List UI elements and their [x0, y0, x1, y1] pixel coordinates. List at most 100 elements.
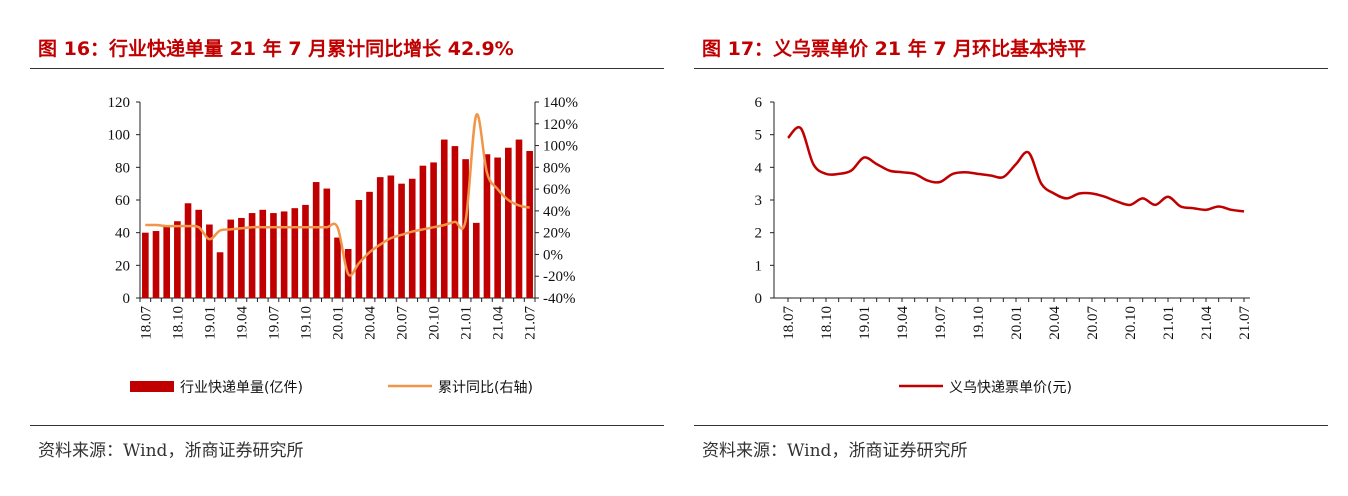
left-chart: 0 20 40 60 80 100 120 -40% -20% 0% 20% 40% 60% 80% 100… — [108, 95, 579, 396]
right-chart: 0 1 2 3 4 5 6 18.07 18.10 19.01 19.04 19.07 19.10 20.… — [755, 95, 1254, 396]
volume-bar — [334, 237, 341, 298]
left-panel: 图 16：行业快递单量 21 年 7 月累计同比增长 42.9% 0 20 40 60… — [30, 0, 664, 496]
right-y-tick-label: 40% — [543, 204, 571, 220]
legend-line-label: 义乌快递票单价(元) — [949, 380, 1072, 396]
right-y-tick-label: 100% — [543, 139, 578, 155]
left-y-tick-label: 80 — [115, 160, 130, 176]
volume-bar — [408, 178, 416, 298]
volume-bar — [526, 151, 533, 298]
volume-bar — [312, 182, 320, 298]
y-tick-label: 0 — [755, 291, 763, 307]
left-source-note: 资料来源：Wind，浙商证券研究所 — [38, 441, 304, 461]
right-y-tick-label: 140% — [543, 95, 578, 111]
right-y-tick-label: -20% — [543, 269, 576, 285]
volume-bar — [302, 204, 309, 298]
x-tick-label: 19.10 — [971, 306, 987, 340]
x-tick-label: 21.04 — [1199, 306, 1215, 340]
volume-bar — [184, 203, 192, 298]
cumulative-yoy-line — [145, 113, 530, 277]
right-chart-title: 图 17：义乌票单价 21 年 7 月环比基本持平 — [702, 38, 1087, 60]
right-y-tick-label: 80% — [543, 160, 571, 176]
volume-bar — [505, 147, 512, 298]
x-tick-label: 20.01 — [1009, 306, 1025, 340]
volume-bar — [472, 222, 480, 298]
volume-bar — [494, 157, 501, 298]
left-y-tick-label: 40 — [115, 226, 130, 242]
left-y-tick-label: 60 — [115, 193, 130, 209]
volume-bar — [142, 232, 149, 298]
x-tick-label: 21.07 — [1237, 306, 1253, 340]
volume-bar — [163, 226, 170, 298]
volume-bar — [238, 217, 245, 298]
y-tick-label: 1 — [755, 258, 763, 274]
volume-bar — [227, 219, 235, 298]
x-tick-label: 18.10 — [170, 306, 186, 340]
volume-bar — [216, 252, 224, 298]
volume-bar — [323, 188, 331, 298]
x-tick-label: 18.07 — [781, 306, 797, 340]
x-tick-label: 18.10 — [819, 306, 835, 340]
left-y-tick-label: 120 — [108, 95, 131, 111]
x-tick-label: 19.07 — [266, 306, 282, 340]
volume-bar — [195, 209, 203, 298]
x-tick-label: 19.01 — [857, 306, 873, 340]
y-tick-label: 3 — [755, 193, 763, 209]
right-y-tick-label: 120% — [543, 117, 578, 133]
volume-bar — [376, 177, 384, 298]
right-top-rule — [694, 68, 1328, 69]
x-tick-label: 19.04 — [234, 306, 250, 340]
right-y-tick-label: 60% — [543, 182, 571, 198]
right-panel: 图 17：义乌票单价 21 年 7 月环比基本持平 0 1 2 3 4 5 6 18.07 18… — [694, 0, 1328, 496]
x-tick-label: 20.01 — [331, 306, 347, 340]
volume-bar — [259, 209, 267, 298]
x-tick-label: 21.01 — [1161, 306, 1177, 340]
volume-bar — [366, 191, 373, 298]
y-tick-label: 4 — [755, 160, 763, 176]
volume-bar — [355, 200, 363, 298]
x-tick-label: 20.07 — [1085, 306, 1101, 340]
x-tick-label: 20.04 — [363, 306, 379, 340]
y-tick-label: 2 — [755, 226, 763, 242]
volume-bar — [280, 211, 288, 298]
volume-bar — [430, 162, 437, 298]
volume-bar — [440, 139, 448, 298]
right-y-tick-label: 0% — [543, 247, 563, 263]
legend-line-label: 累计同比(右轴) — [438, 380, 533, 396]
volume-bar — [419, 165, 427, 298]
x-tick-label: 19.01 — [202, 306, 218, 340]
legend-bar-swatch — [130, 381, 174, 392]
x-tick-label: 20.10 — [427, 306, 443, 340]
volume-bar — [515, 139, 523, 298]
volume-bar — [248, 213, 256, 298]
right-source-note: 资料来源：Wind，浙商证券研究所 — [702, 441, 968, 461]
x-tick-label: 21.07 — [523, 306, 539, 340]
x-tick-label: 20.10 — [1123, 306, 1139, 340]
left-top-rule — [30, 68, 664, 69]
left-chart-title: 图 16：行业快递单量 21 年 7 月累计同比增长 42.9% — [38, 38, 514, 60]
y-tick-label: 5 — [755, 128, 763, 144]
x-tick-label: 20.07 — [395, 306, 411, 340]
x-tick-label: 19.10 — [298, 306, 314, 340]
volume-bar — [462, 159, 469, 298]
x-tick-label: 19.07 — [933, 306, 949, 340]
left-y-tick-label: 100 — [108, 128, 131, 144]
right-y-tick-label: -40% — [543, 291, 576, 307]
volume-bar — [206, 224, 213, 298]
unit-price-line — [787, 125, 1245, 213]
x-tick-label: 21.01 — [459, 306, 475, 340]
volume-bar — [398, 183, 405, 298]
volume-bar — [483, 154, 491, 298]
x-tick-label: 19.04 — [895, 306, 911, 340]
left-bottom-rule — [30, 425, 664, 426]
left-y-tick-label: 0 — [123, 291, 131, 307]
right-bottom-rule — [694, 425, 1328, 426]
legend-bar-label: 行业快递单量(亿件) — [180, 380, 303, 396]
volume-bar — [270, 213, 277, 298]
x-tick-label: 20.04 — [1047, 306, 1063, 340]
volume-bar — [152, 231, 160, 298]
left-y-tick-label: 20 — [115, 258, 130, 274]
right-y-tick-label: 20% — [543, 226, 571, 242]
volume-bar — [291, 208, 299, 298]
x-tick-label: 18.07 — [138, 306, 154, 340]
y-tick-label: 6 — [755, 95, 763, 111]
